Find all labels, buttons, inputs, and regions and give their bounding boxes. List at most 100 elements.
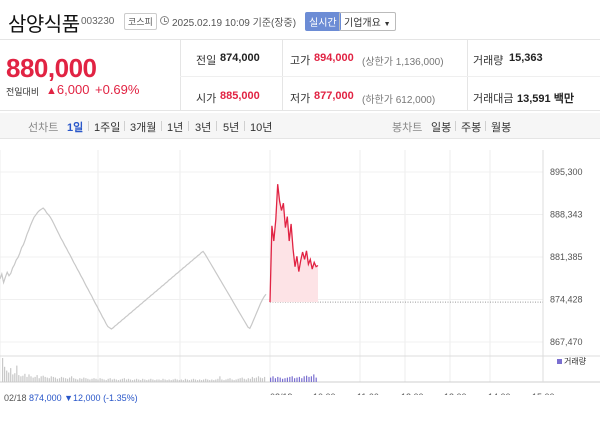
volume-bar bbox=[310, 376, 312, 382]
prev-day-series bbox=[0, 207, 267, 330]
divider bbox=[216, 121, 217, 131]
volume-bar bbox=[79, 378, 81, 382]
period-1w[interactable]: 1주일 bbox=[94, 122, 121, 134]
volume-bar bbox=[259, 377, 262, 382]
volume-bar bbox=[121, 378, 123, 382]
volume-bar bbox=[111, 379, 113, 382]
volume-bar bbox=[95, 378, 97, 382]
volume-bar bbox=[89, 379, 91, 382]
volume-bar bbox=[58, 378, 61, 382]
amount-label: 거래대금 bbox=[473, 93, 514, 105]
volume-bar bbox=[134, 379, 136, 382]
volume-bar bbox=[69, 377, 71, 382]
y-tick-label: 881,385 bbox=[550, 252, 583, 262]
volume-bar bbox=[71, 376, 73, 382]
period-3y[interactable]: 3년 bbox=[195, 122, 212, 134]
period-1y[interactable]: 1년 bbox=[167, 122, 184, 134]
low-label: 저가 bbox=[290, 93, 311, 105]
period-10y[interactable]: 10년 bbox=[250, 122, 273, 134]
realtime-button[interactable]: 실시간 bbox=[305, 12, 341, 31]
volume-bar bbox=[54, 377, 56, 382]
volume-bar bbox=[247, 378, 249, 382]
volume-bar bbox=[138, 379, 140, 382]
volume-bar bbox=[42, 375, 44, 382]
candle-daily[interactable]: 일봉 bbox=[431, 122, 452, 134]
volume-bar bbox=[152, 379, 154, 382]
volume-bar bbox=[282, 378, 284, 382]
volume-bar bbox=[103, 379, 105, 382]
volume-bar bbox=[251, 376, 253, 382]
volume-bar bbox=[60, 376, 63, 382]
period-1d[interactable]: 1일 bbox=[67, 122, 84, 134]
volume-bar bbox=[289, 376, 291, 382]
volume-bar bbox=[28, 374, 30, 382]
volume-bar bbox=[166, 380, 168, 382]
corp-info-dropdown[interactable]: 기업개요 ▼ bbox=[339, 12, 396, 31]
volume-bar bbox=[93, 378, 95, 382]
period-3m[interactable]: 3개월 bbox=[130, 122, 157, 134]
x-tick-label: 11:00 bbox=[357, 392, 379, 395]
divider bbox=[180, 40, 181, 111]
volume-bar bbox=[308, 376, 310, 382]
volume-bar bbox=[46, 377, 48, 382]
volume-bar bbox=[274, 378, 276, 382]
volume-bar bbox=[109, 378, 111, 382]
up-triangle-icon: ▲ bbox=[46, 85, 57, 97]
divider bbox=[467, 40, 468, 111]
volume-bar bbox=[36, 375, 38, 382]
current-price: 880,000 bbox=[6, 53, 97, 83]
volume-bar bbox=[87, 378, 89, 382]
candle-monthly[interactable]: 월봉 bbox=[491, 122, 512, 134]
x-tick-label: 10:00 bbox=[313, 392, 336, 395]
volume-bar bbox=[20, 376, 22, 382]
volume-bar bbox=[205, 378, 207, 382]
open-label: 시가 bbox=[196, 93, 217, 105]
volume-bar bbox=[227, 378, 229, 382]
volume-bar bbox=[14, 373, 16, 382]
change-label: 전일대비 bbox=[6, 87, 40, 97]
volume-bar bbox=[62, 377, 65, 382]
divider bbox=[88, 121, 89, 131]
divider bbox=[180, 76, 600, 77]
volume-bar bbox=[264, 376, 266, 382]
price-chart[interactable]: 895,300 888,343 881,385 874,428 867,470 02/1… bbox=[0, 150, 600, 395]
volume-bar bbox=[225, 379, 227, 382]
volume-bar bbox=[174, 378, 176, 382]
volume-bar bbox=[294, 378, 296, 382]
volume-bar bbox=[6, 370, 8, 382]
volume-bar bbox=[146, 380, 148, 382]
volume-bar bbox=[213, 380, 215, 382]
lower-limit: (하한가 612,000) bbox=[362, 95, 436, 106]
volume-bar bbox=[75, 378, 77, 382]
line-chart-label: 선차트 bbox=[28, 122, 59, 134]
volume-bar bbox=[203, 379, 205, 382]
divider bbox=[124, 121, 125, 131]
volume-bar bbox=[255, 377, 257, 382]
volume-bar bbox=[81, 378, 83, 382]
volume-bar bbox=[245, 379, 247, 382]
period-5y[interactable]: 5년 bbox=[223, 122, 240, 134]
volume-bar bbox=[270, 377, 272, 382]
candle-chart-label: 봉차트 bbox=[392, 122, 423, 134]
volume-bar bbox=[284, 378, 286, 382]
amount-value: 13,591 백만 bbox=[517, 93, 574, 105]
x-tick-label: 12:00 bbox=[401, 392, 424, 395]
low-value: 877,000 bbox=[314, 90, 354, 102]
volume-bar bbox=[192, 378, 195, 382]
volume-bar bbox=[207, 379, 209, 382]
volume-bar bbox=[140, 380, 142, 382]
volume-bar bbox=[85, 378, 87, 382]
stock-code: 003230 bbox=[81, 16, 115, 27]
volume-bar bbox=[154, 380, 156, 382]
candle-weekly[interactable]: 주봉 bbox=[461, 122, 482, 134]
volume-bar bbox=[119, 379, 121, 382]
volume-bar bbox=[10, 368, 12, 382]
volume-bar bbox=[12, 374, 14, 382]
divider bbox=[188, 121, 189, 131]
volume-bar bbox=[101, 378, 103, 382]
volume-legend-label: 거래량 bbox=[564, 357, 587, 366]
volume-bar bbox=[22, 375, 24, 382]
volume-bar bbox=[303, 376, 305, 382]
footer-date: 02/18 bbox=[4, 393, 27, 403]
footer-pct: (-1.35%) bbox=[103, 393, 138, 403]
